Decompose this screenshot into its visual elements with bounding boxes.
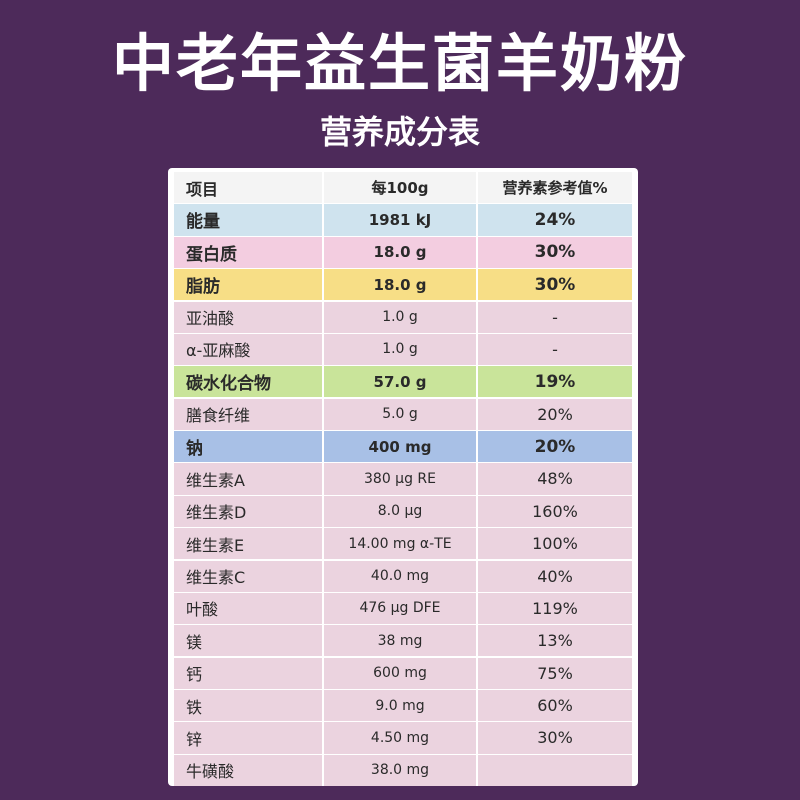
row-per100g: 8.0 μg	[324, 495, 476, 527]
nutrition-table: 项目 每100g 营养素参考值% 能量 1981 kJ 24% 蛋白质 18.0 g 30…	[168, 168, 638, 786]
header-per100g: 每100g	[324, 172, 476, 204]
row-item: 膳食纤维	[174, 398, 322, 430]
table-row: 钠 400 mg 20%	[174, 431, 632, 463]
header-item: 项目	[174, 172, 322, 204]
table-row: 维生素E 14.00 mg α-TE 100%	[174, 528, 632, 560]
row-per100g: 476 μg DFE	[324, 592, 476, 625]
row-item: 碳水化合物	[174, 366, 322, 398]
row-nrv: 30%	[478, 269, 632, 301]
row-nrv	[478, 754, 632, 786]
table-row: 脂肪 18.0 g 30%	[174, 269, 632, 301]
row-per100g: 1981 kJ	[324, 204, 476, 236]
row-nrv: 30%	[478, 236, 632, 268]
table-row: 钙 600 mg 75%	[174, 657, 632, 689]
row-item: α-亚麻酸	[174, 333, 322, 366]
row-nrv: 100%	[478, 528, 632, 560]
row-nrv: 19%	[478, 366, 632, 398]
row-per100g: 5.0 g	[324, 398, 476, 430]
table-row: 维生素C 40.0 mg 40%	[174, 560, 632, 592]
table-row: 膳食纤维 5.0 g 20%	[174, 398, 632, 430]
table-row: 铁 9.0 mg 60%	[174, 690, 632, 722]
row-item: 蛋白质	[174, 236, 322, 268]
row-per100g: 1.0 g	[324, 333, 476, 366]
row-nrv: 60%	[478, 690, 632, 722]
row-item: 叶酸	[174, 592, 322, 625]
row-per100g: 18.0 g	[324, 236, 476, 268]
row-item: 脂肪	[174, 269, 322, 301]
table-row: 碳水化合物 57.0 g 19%	[174, 366, 632, 398]
row-item: 维生素E	[174, 528, 322, 560]
row-per100g: 40.0 mg	[324, 560, 476, 592]
row-item: 维生素D	[174, 495, 322, 527]
table-row: 叶酸 476 μg DFE 119%	[174, 592, 632, 625]
row-item: 能量	[174, 204, 322, 236]
table-row: 锌 4.50 mg 30%	[174, 722, 632, 754]
row-nrv: 20%	[478, 431, 632, 463]
table-row: 维生素D 8.0 μg 160%	[174, 495, 632, 527]
row-per100g: 400 mg	[324, 431, 476, 463]
row-per100g: 14.00 mg α-TE	[324, 528, 476, 560]
row-item: 钠	[174, 431, 322, 463]
row-nrv: 30%	[478, 722, 632, 754]
row-item: 亚油酸	[174, 301, 322, 333]
table-row: 蛋白质 18.0 g 30%	[174, 236, 632, 268]
table-row: 牛磺酸 38.0 mg	[174, 754, 632, 786]
row-per100g: 38 mg	[324, 625, 476, 657]
row-nrv: 24%	[478, 204, 632, 236]
row-item: 维生素C	[174, 560, 322, 592]
table-row: 能量 1981 kJ 24%	[174, 204, 632, 236]
row-per100g: 57.0 g	[324, 366, 476, 398]
row-per100g: 9.0 mg	[324, 690, 476, 722]
table-row: 镁 38 mg 13%	[174, 625, 632, 657]
row-item: 维生素A	[174, 463, 322, 495]
table-row: 亚油酸 1.0 g-	[174, 301, 632, 333]
row-per100g: 1.0 g	[324, 301, 476, 333]
row-per100g: 38.0 mg	[324, 754, 476, 786]
row-per100g: 18.0 g	[324, 269, 476, 301]
row-nrv: 48%	[478, 463, 632, 495]
table-header-row: 项目 每100g 营养素参考值%	[174, 172, 632, 204]
row-item: 牛磺酸	[174, 754, 322, 786]
row-nrv: -	[478, 301, 632, 333]
table-row: α-亚麻酸 1.0 g-	[174, 333, 632, 366]
page-subtitle: 营养成分表	[319, 113, 480, 151]
row-per100g: 380 μg RE	[324, 463, 476, 495]
row-item: 锌	[174, 722, 322, 754]
row-nrv: 119%	[478, 592, 632, 625]
row-nrv: 40%	[478, 560, 632, 592]
row-item: 镁	[174, 625, 322, 657]
page-title: 中老年益生菌羊奶粉	[111, 27, 688, 100]
row-nrv: -	[478, 333, 632, 366]
row-nrv: 160%	[478, 495, 632, 527]
table-row: 维生素A 380 μg RE 48%	[174, 463, 632, 495]
row-nrv: 75%	[478, 657, 632, 689]
row-item: 钙	[174, 657, 322, 689]
row-item: 铁	[174, 690, 322, 722]
header-nrv: 营养素参考值%	[478, 172, 632, 204]
row-nrv: 20%	[478, 398, 632, 430]
row-per100g: 4.50 mg	[324, 722, 476, 754]
row-nrv: 13%	[478, 625, 632, 657]
row-per100g: 600 mg	[324, 657, 476, 689]
table-body: 能量 1981 kJ 24% 蛋白质 18.0 g 30% 脂肪 18.0 g 30% 亚油酸 1.…	[174, 204, 632, 786]
